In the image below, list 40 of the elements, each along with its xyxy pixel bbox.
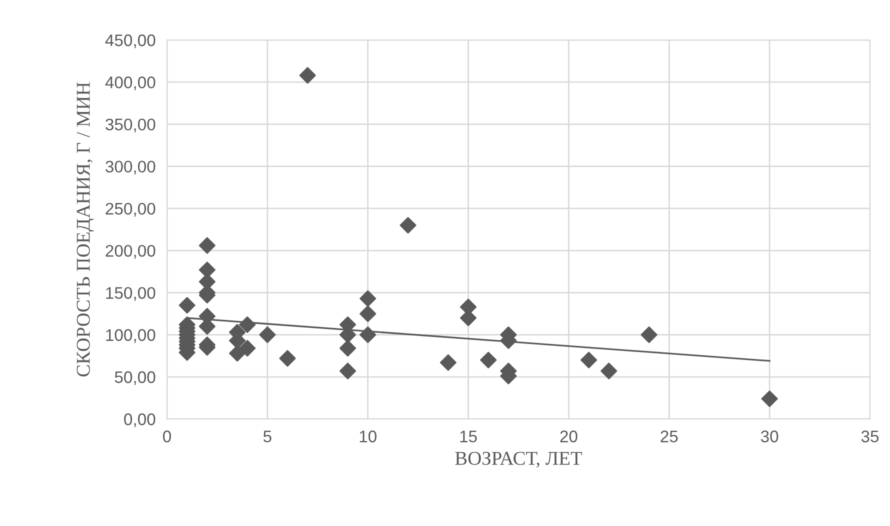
x-tick-label: 10 [360,430,376,442]
point [178,297,196,314]
y-tick-label: 400,00 [105,76,156,90]
y-tick-label: 300,00 [106,160,156,175]
point [339,362,356,380]
x-tick-label: 20 [560,430,578,442]
x-tick-label: 25 [660,430,678,442]
x-tick-label: 35 [861,430,879,442]
y-tick-label: 100,00 [106,329,156,343]
point [279,350,296,367]
point [360,305,376,322]
point [339,340,356,357]
point [259,326,276,344]
point [229,345,246,362]
point [761,390,778,408]
y-tick-label: 150,00 [106,287,156,301]
point [640,326,658,344]
x-tick-label: 0 [163,430,171,442]
y-tick-label: 50,00 [114,371,156,386]
y-tick-label: 200,00 [106,244,156,259]
point [400,216,416,234]
point [360,290,376,307]
x-tick-label: 30 [760,430,778,442]
point [440,354,456,371]
y-tick-label: 450,00 [105,34,156,48]
point [198,237,216,254]
x-tick-label: 5 [263,430,272,442]
point [480,352,497,368]
y-axis-title: СКОРОСТЬ ПОЕДАНИЯ, Г / МИН [76,82,94,376]
y-tick-label: 350,00 [106,118,156,132]
y-tick-label: 250,00 [106,202,156,217]
point [239,340,256,357]
point [360,326,376,344]
x-axis-title: ВОЗРАСТ, ЛЕТ [455,452,582,468]
x-tick-label: 15 [460,430,477,442]
y-tick-label: 0,00 [124,413,156,428]
point [239,316,256,333]
point [600,362,618,380]
point [580,352,598,368]
point [299,67,316,84]
